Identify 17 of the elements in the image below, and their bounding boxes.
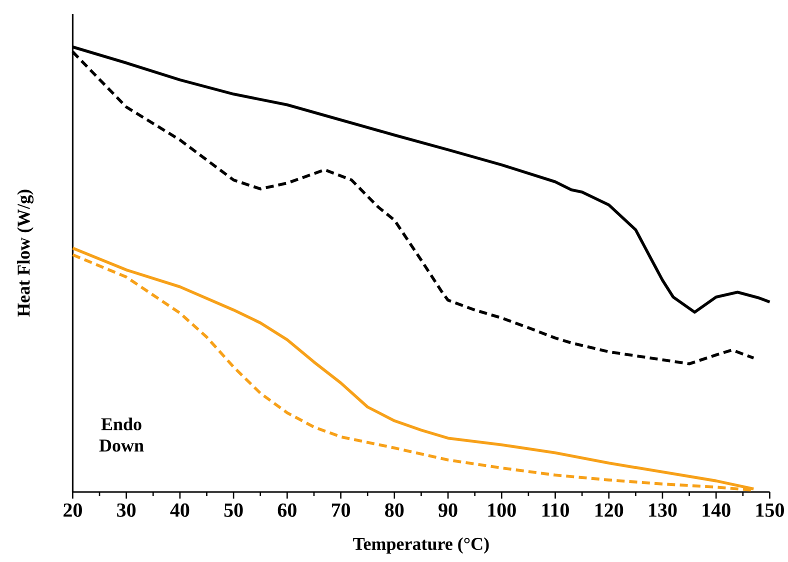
x-tick-label: 40 (170, 503, 190, 517)
x-tick-label: 70 (332, 503, 350, 517)
x-tick-label: 100 (488, 503, 516, 517)
x-tick-label: 130 (649, 503, 677, 517)
x-tick-label: 90 (438, 503, 458, 517)
x-tick-label: 60 (278, 503, 296, 517)
annotation: Endo Down (99, 418, 144, 452)
y-axis-title: Heat Flow (W/g) (17, 190, 34, 317)
x-tick-label: 50 (224, 503, 243, 517)
x-tick-label: 110 (542, 503, 569, 517)
x-tick-label: 80 (385, 503, 404, 517)
x-tick-label: 150 (756, 503, 784, 517)
x-axis-title: Temperature (°C) (353, 537, 489, 554)
x-tick-label: 120 (595, 503, 624, 517)
x-tick-label: 30 (117, 503, 136, 517)
x-tick-label: 140 (702, 503, 730, 517)
x-tick-label: 20 (64, 503, 82, 517)
